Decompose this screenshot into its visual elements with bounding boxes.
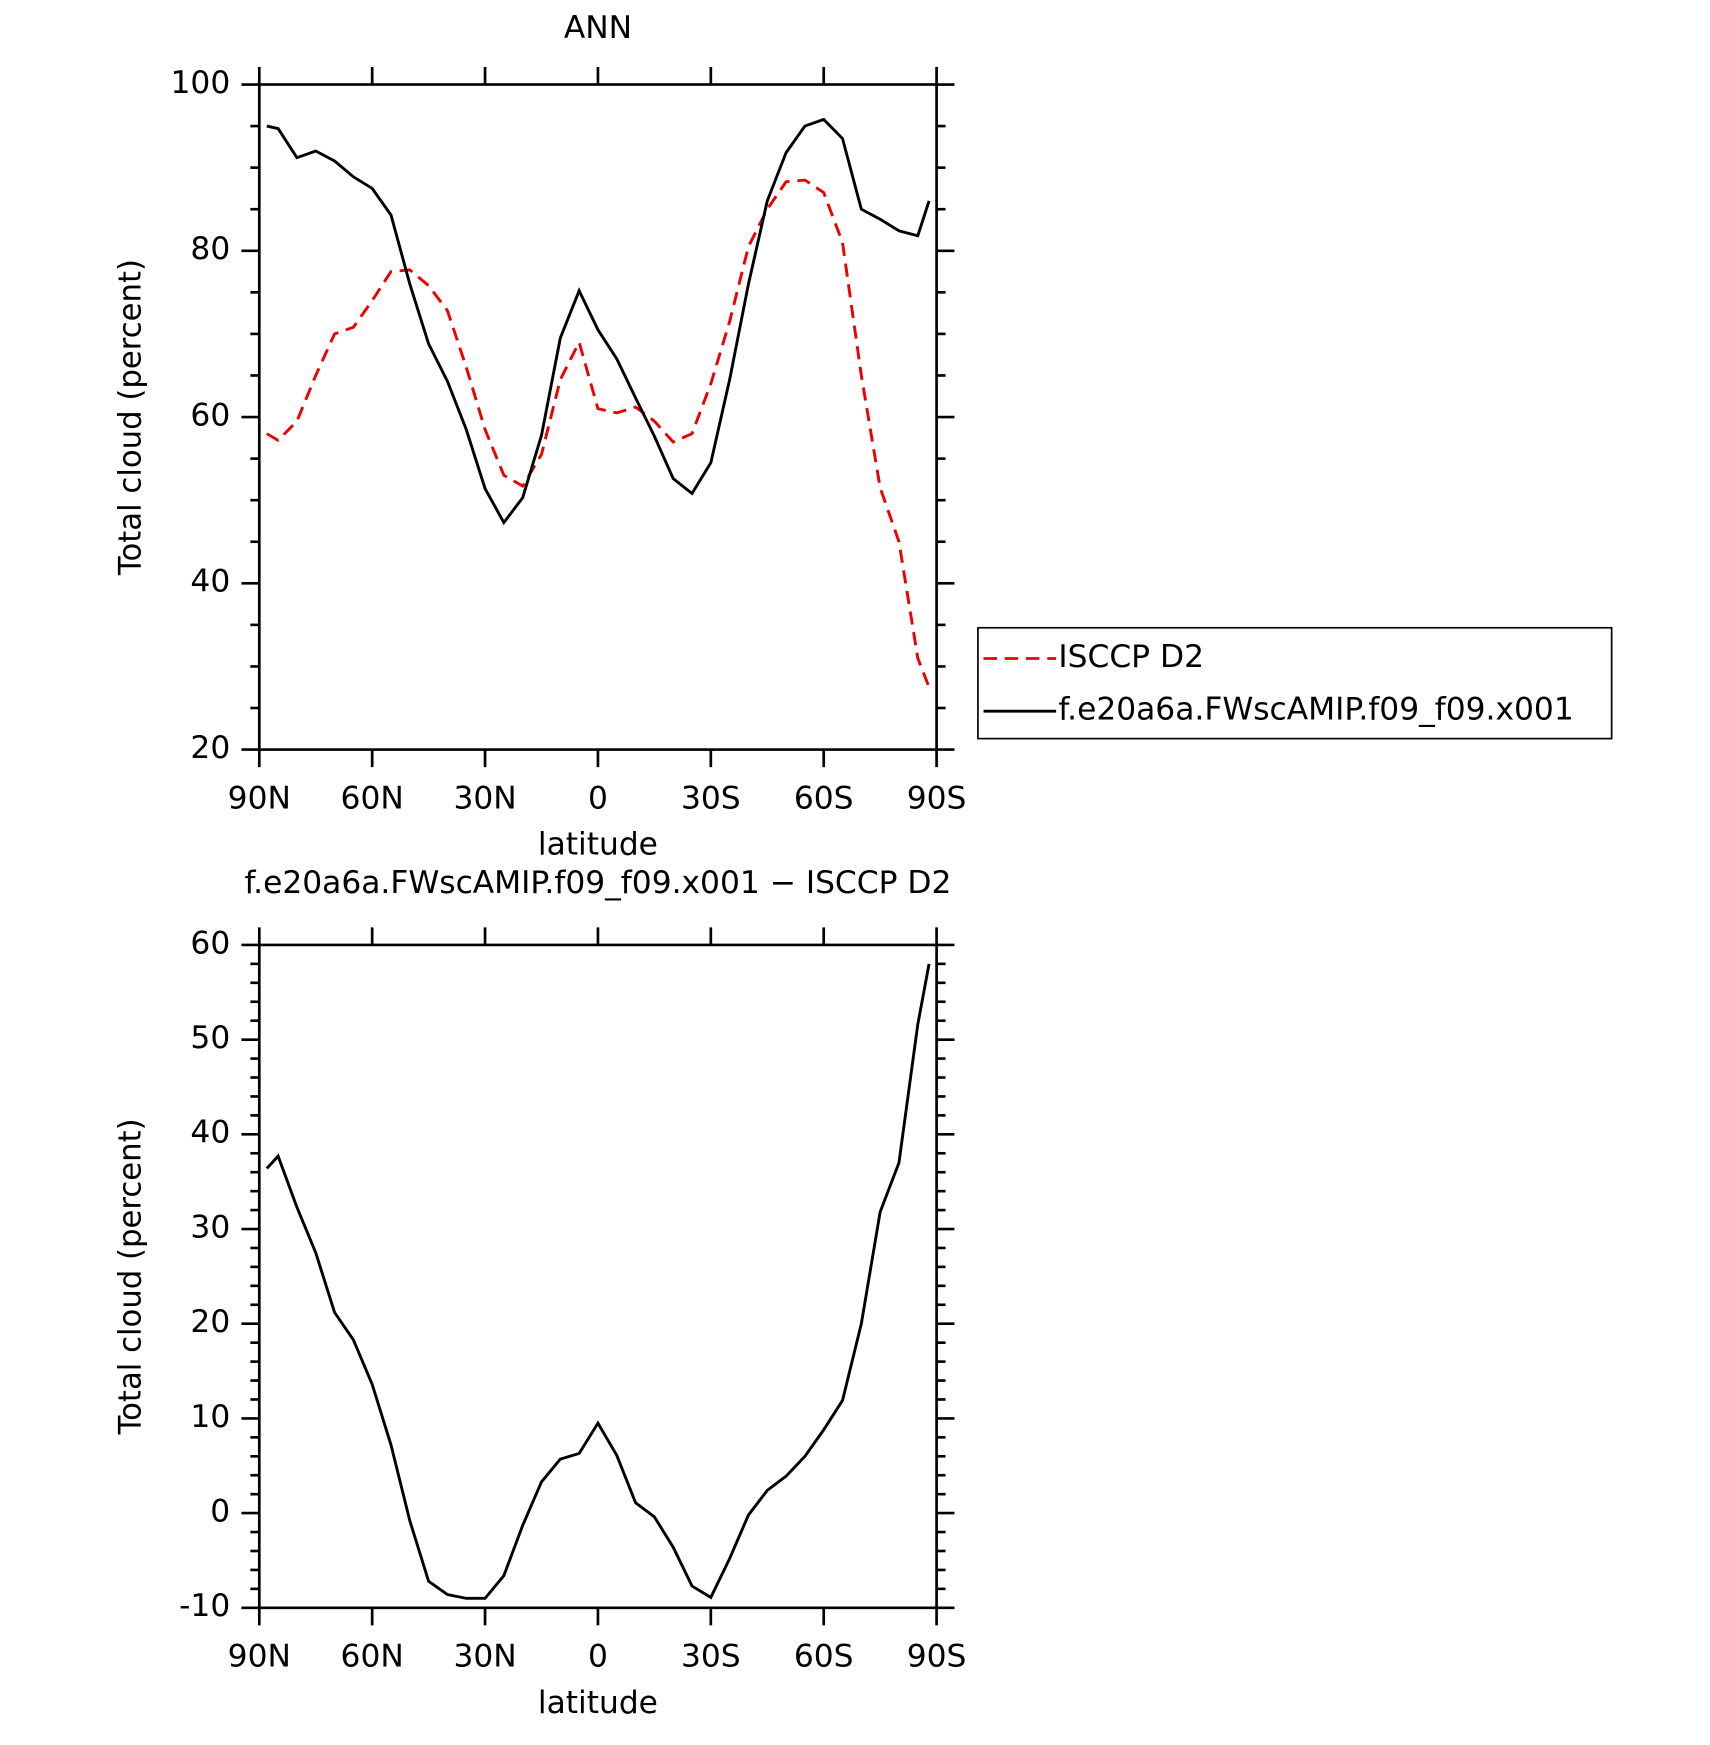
- x-tick-label: 0: [588, 1639, 608, 1675]
- x-tick-label: 90S: [907, 781, 967, 817]
- x-tick-label: 30S: [681, 1639, 741, 1675]
- x-axis-label: latitude: [538, 1685, 658, 1721]
- plot-frame: [257, 83, 938, 751]
- x-tick-label: 90S: [907, 1639, 967, 1675]
- y-tick-label: 10: [190, 1399, 230, 1435]
- x-tick-label: 60S: [794, 1639, 854, 1675]
- y-tick-label: 40: [190, 564, 230, 600]
- data-line: [265, 963, 931, 1600]
- x-tick-label: 30S: [681, 781, 741, 817]
- y-axis-label: Total cloud (percent): [112, 1118, 148, 1435]
- x-tick-label: 0: [588, 781, 608, 817]
- x-tick-label: 30N: [453, 781, 516, 817]
- data-line: [266, 117, 931, 526]
- y-tick-label: 100: [171, 65, 231, 101]
- y-tick-label: 30: [190, 1210, 230, 1246]
- y-tick-label: 20: [190, 1304, 230, 1340]
- y-tick-label: 60: [190, 926, 230, 962]
- y-tick-label: 60: [190, 398, 230, 434]
- y-tick-label: 0: [210, 1494, 230, 1530]
- x-tick-label: 90N: [228, 1639, 291, 1675]
- chart-title: ANN: [564, 10, 632, 46]
- y-tick-label: 40: [190, 1115, 230, 1151]
- x-tick-label: 90N: [228, 781, 291, 817]
- y-axis-label: Total cloud (percent): [112, 259, 148, 576]
- x-axis-label: latitude: [538, 827, 658, 863]
- x-tick-label: 60S: [794, 781, 854, 817]
- data-line: [266, 178, 931, 688]
- x-tick-label: 60N: [341, 1639, 404, 1675]
- y-tick-label: 80: [190, 231, 230, 267]
- y-tick-label: -10: [179, 1588, 230, 1624]
- y-tick-label: 20: [190, 730, 230, 766]
- x-tick-label: 30N: [453, 1639, 516, 1675]
- legend-label: f.e20a6a.FWscAMIP.f09_f09.x001: [1058, 692, 1573, 728]
- y-tick-label: 50: [190, 1020, 230, 1056]
- chart-title: f.e20a6a.FWscAMIP.f09_f09.x001 − ISCCP D…: [244, 865, 951, 901]
- x-tick-label: 60N: [341, 781, 404, 817]
- plot-frame: [257, 943, 938, 1610]
- legend-box: [977, 626, 1613, 740]
- legend-label: ISCCP D2: [1058, 639, 1204, 675]
